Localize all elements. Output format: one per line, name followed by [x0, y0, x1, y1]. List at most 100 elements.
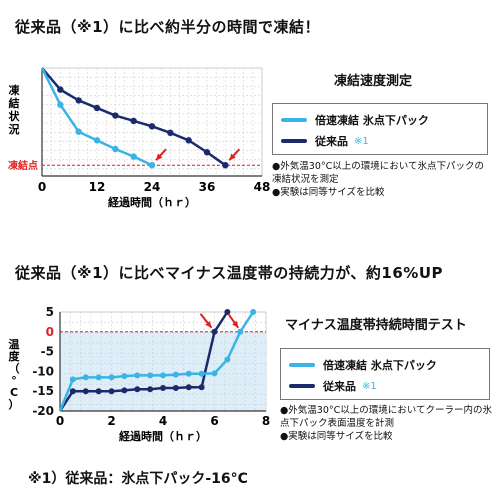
- data-point-fast: [95, 374, 102, 381]
- arrow-old-zero-head: [205, 320, 212, 328]
- arrow-old-freeze-head: [229, 153, 236, 161]
- x-tick-label: 24: [144, 180, 161, 194]
- y-tick-label: -5: [41, 345, 54, 359]
- heading-bottom: 従来品（※1）に比べマイナス温度帯の持続力が、約16%UP: [15, 264, 443, 282]
- legend2-note-old: ※1: [362, 380, 377, 392]
- data-point-old: [130, 117, 137, 125]
- data-point-fast: [75, 128, 82, 135]
- y-axis-label-char: 度: [9, 349, 21, 363]
- y-tick-label: 5: [46, 305, 54, 319]
- note-2-1: ●外気温30°C以上の環境においてクーラー内の氷点下パック表面温度を計測: [280, 405, 492, 429]
- x-tick-label: 6: [210, 414, 218, 428]
- data-point-fast: [160, 372, 166, 379]
- data-point-old: [108, 388, 115, 395]
- series-line-fast: [58, 311, 255, 412]
- notes-2: ●外気温30°C以上の環境においてクーラー内の氷点下パック表面温度を計測 ●実験…: [280, 404, 492, 443]
- data-point-fast: [237, 328, 244, 335]
- data-point-old: [95, 388, 102, 395]
- data-point-fast: [185, 370, 192, 377]
- legend-swatch-old: [281, 139, 307, 143]
- data-point-fast: [250, 309, 257, 315]
- freeze-point-label: 凍結点: [8, 159, 38, 172]
- legend2-swatch-old: [289, 384, 315, 388]
- legend-2: 倍速凍結 氷点下パック 従来品 ※1: [280, 348, 490, 400]
- data-point-fast: [224, 356, 231, 363]
- legend2-item-old: 従来品 ※1: [289, 378, 377, 394]
- y-tick-label: 0: [46, 325, 54, 339]
- legend2-swatch-fast: [289, 363, 315, 367]
- data-point-old: [57, 86, 64, 93]
- legend-1: 倍速凍結 氷点下パック 従来品 ※1: [272, 103, 488, 155]
- data-point-fast: [121, 373, 128, 380]
- x-axis-label: 経過時間（ｈｒ）: [108, 195, 196, 209]
- data-point-old: [211, 328, 218, 335]
- data-point-old: [185, 384, 192, 391]
- y-tick-label: -15: [32, 384, 54, 398]
- data-point-old: [112, 112, 119, 119]
- data-point-old: [93, 104, 101, 112]
- x-axis-label: 経過時間（ｈｒ）: [119, 429, 207, 443]
- note-2-2: ●実験は同等サイズを比較: [280, 431, 393, 442]
- legend2-item-fast: 倍速凍結 氷点下パック: [289, 357, 437, 373]
- legend2-label-fast: 倍速凍結 氷点下パック: [323, 359, 437, 372]
- data-point-fast: [130, 153, 137, 160]
- x-tick-label: 8: [262, 414, 270, 428]
- data-point-fast: [172, 371, 179, 378]
- x-tick-label: 12: [89, 180, 106, 194]
- legend-note-old: ※1: [354, 135, 369, 147]
- x-tick-label: 36: [199, 180, 216, 194]
- y-axis-label-char: （: [9, 362, 20, 375]
- data-point-old: [147, 386, 154, 393]
- data-point-old: [75, 97, 82, 104]
- heading-top: 従来品（※1）に比べ約半分の時間で凍結！: [15, 18, 321, 36]
- x-tick-label: 0: [56, 414, 64, 428]
- subzero-duration-title: マイナス温度帯持続時間テスト: [285, 318, 467, 333]
- data-point-fast: [148, 162, 156, 169]
- data-point-fast: [82, 374, 89, 381]
- data-point-old: [172, 385, 179, 392]
- y-axis-label-char: 結: [9, 96, 20, 110]
- legend-item-old: 従来品 ※1: [281, 133, 369, 149]
- legend-label-fast: 倍速凍結 氷点下パック: [315, 114, 429, 127]
- x-tick-label: 48: [254, 180, 270, 194]
- footnote: ※1）従来品：氷点下パック-16°C: [28, 471, 248, 487]
- data-point-old: [198, 384, 205, 391]
- y-axis-label-char: 凍: [9, 83, 21, 97]
- legend-label-old: 従来品: [315, 135, 348, 148]
- legend-swatch-fast: [281, 118, 307, 122]
- y-tick-label: -20: [32, 404, 54, 418]
- y-axis-label-char: C: [10, 386, 18, 399]
- arrow-fast-zero-head: [232, 320, 239, 328]
- data-point-old: [185, 137, 192, 144]
- y-axis-label-char: 況: [9, 122, 20, 136]
- x-tick-label: 0: [38, 180, 46, 194]
- data-point-fast: [198, 370, 205, 377]
- notes-1: ●外気温30°C以上の環境において氷点下パックの凍結状況を測定 ●実験は同等サイ…: [272, 160, 492, 199]
- legend2-label-old: 従来品: [323, 380, 356, 393]
- arrow-fast-freeze-head: [156, 153, 163, 161]
- data-point-fast: [108, 374, 115, 381]
- y-axis-label-char: ）: [9, 398, 20, 411]
- note-1-1: ●外気温30°C以上の環境において氷点下パックの凍結状況を測定: [272, 161, 484, 185]
- data-point-old: [203, 149, 211, 156]
- y-tick-label: -10: [32, 364, 54, 378]
- x-tick-label: 4: [159, 414, 167, 428]
- data-point-old: [222, 162, 229, 169]
- legend-item-fast: 倍速凍結 氷点下パック: [281, 112, 429, 128]
- y-axis-label-char: 状: [9, 109, 21, 123]
- data-point-fast: [134, 372, 141, 379]
- data-point-old: [148, 123, 156, 130]
- data-point-old: [82, 388, 89, 395]
- data-point-old: [134, 386, 141, 393]
- y-axis-label-char: 温: [9, 337, 20, 351]
- data-point-fast: [57, 101, 64, 108]
- data-point-old: [121, 387, 128, 394]
- x-tick-label: 2: [107, 414, 115, 428]
- y-axis-label-char: °: [11, 374, 17, 387]
- data-point-fast: [112, 145, 119, 153]
- data-point-fast: [211, 370, 218, 377]
- freeze-speed-title: 凍結速度測定: [334, 74, 413, 89]
- data-point-fast: [93, 137, 101, 144]
